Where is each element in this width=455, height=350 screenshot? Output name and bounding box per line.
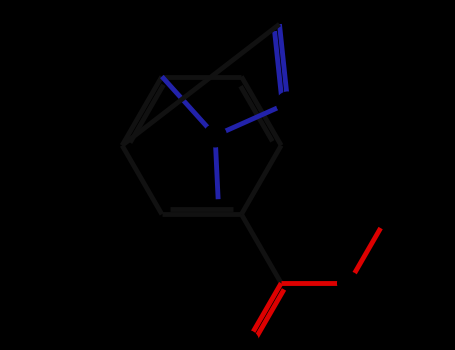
Text: N: N (208, 127, 222, 145)
Circle shape (204, 125, 226, 147)
Text: O: O (341, 274, 356, 292)
Text: N: N (281, 94, 295, 112)
Circle shape (338, 272, 360, 294)
Text: O: O (240, 333, 255, 350)
Circle shape (277, 92, 299, 114)
Circle shape (236, 331, 258, 350)
